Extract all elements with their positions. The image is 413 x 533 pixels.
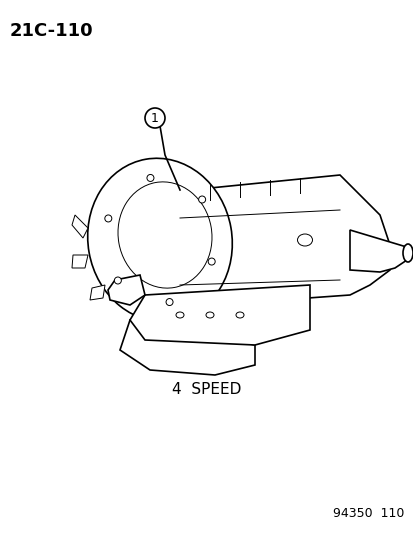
Ellipse shape	[147, 174, 154, 181]
Ellipse shape	[198, 196, 205, 203]
Ellipse shape	[297, 234, 312, 246]
Ellipse shape	[206, 312, 214, 318]
Text: 21C-110: 21C-110	[10, 22, 93, 40]
Text: 94350  110: 94350 110	[332, 507, 403, 520]
Polygon shape	[120, 320, 254, 375]
Circle shape	[145, 108, 165, 128]
Ellipse shape	[104, 215, 112, 222]
Polygon shape	[72, 215, 88, 238]
Ellipse shape	[235, 312, 243, 318]
Polygon shape	[130, 285, 309, 345]
Ellipse shape	[402, 244, 412, 262]
Ellipse shape	[88, 158, 232, 322]
Ellipse shape	[176, 312, 183, 318]
Ellipse shape	[208, 258, 215, 265]
Ellipse shape	[166, 298, 173, 305]
Polygon shape	[72, 255, 88, 268]
Polygon shape	[90, 285, 105, 300]
Text: 4  SPEED: 4 SPEED	[172, 383, 241, 398]
Ellipse shape	[118, 182, 211, 288]
Polygon shape	[349, 230, 409, 272]
Polygon shape	[108, 275, 145, 305]
Text: 1: 1	[151, 111, 159, 125]
Polygon shape	[120, 175, 389, 310]
Ellipse shape	[114, 277, 121, 284]
